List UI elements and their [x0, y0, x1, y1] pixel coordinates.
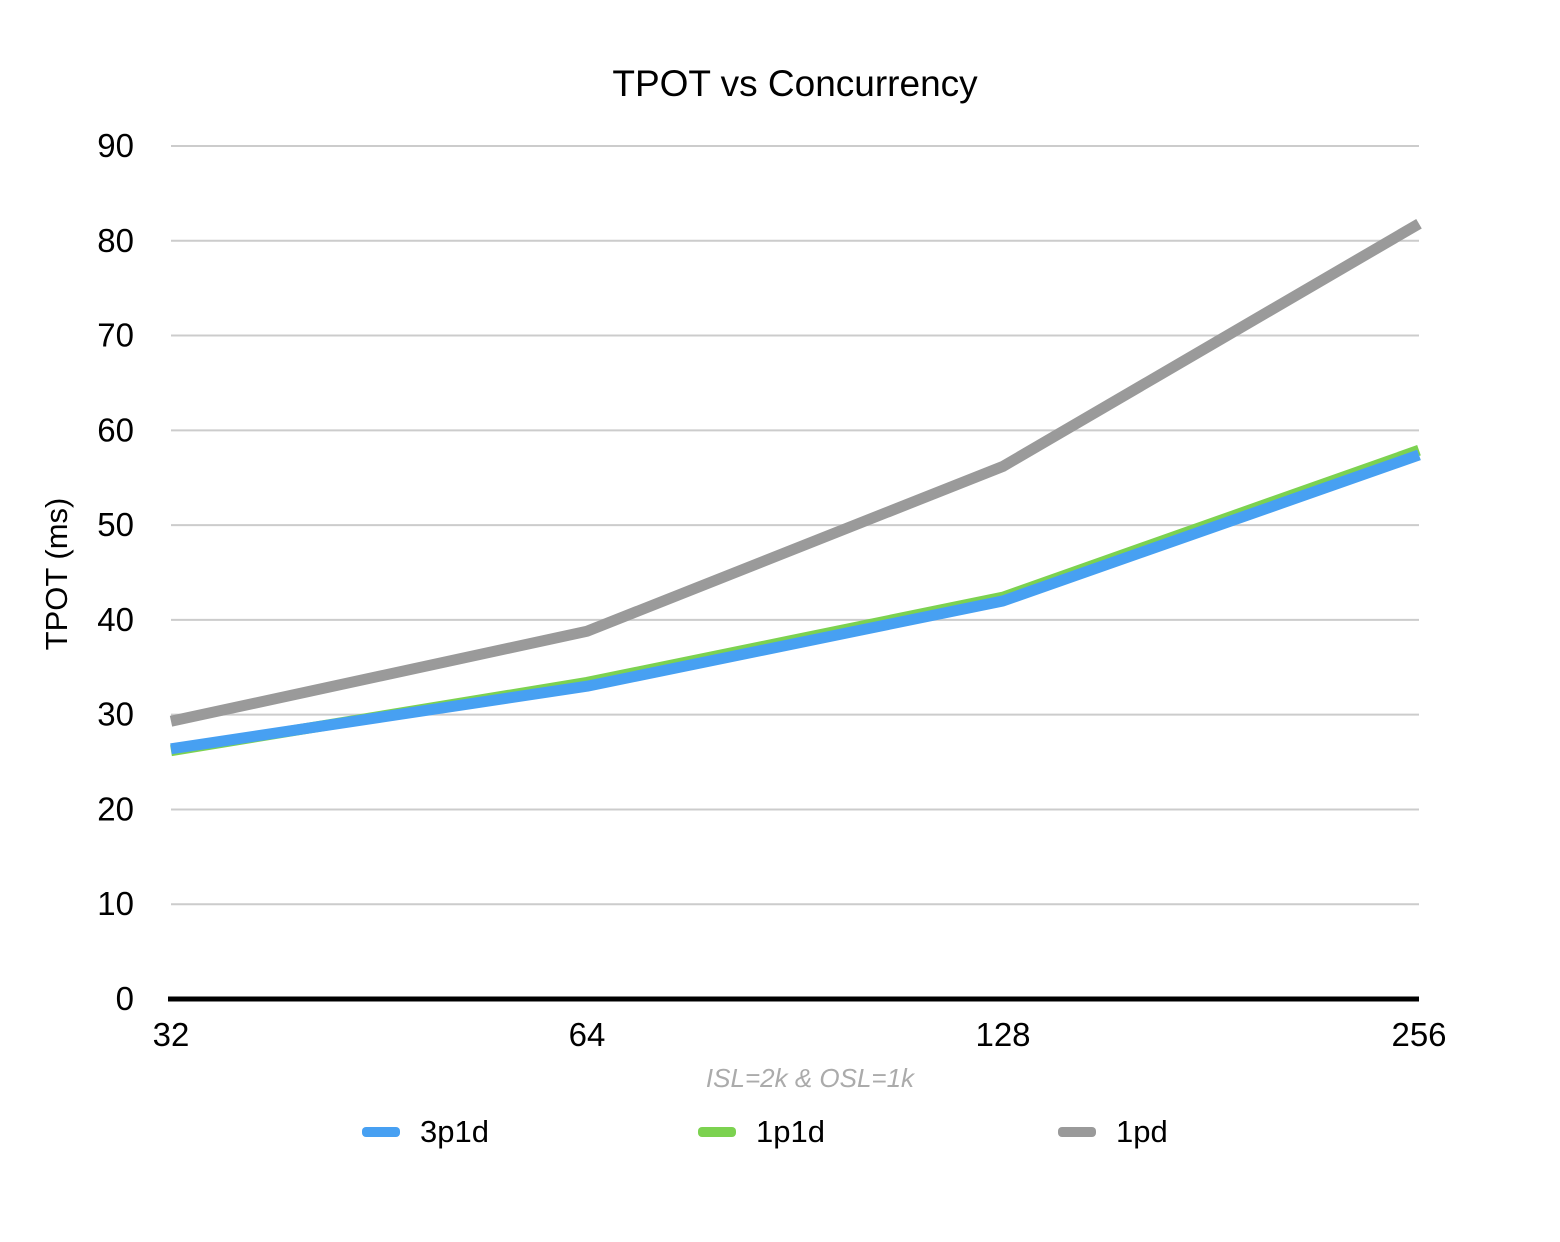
- y-tick-label-70: 70: [97, 317, 134, 354]
- legend-swatch-3p1d-icon: [362, 1127, 400, 1137]
- y-tick-label-0: 0: [116, 980, 134, 1017]
- legend-swatch-1p1d-icon: [698, 1127, 736, 1137]
- y-tick-label-20: 20: [97, 790, 134, 827]
- series-line-1pd: [169, 218, 1422, 727]
- y-tick-label-40: 40: [97, 601, 134, 638]
- x-tick-label-256: 256: [1391, 1016, 1446, 1053]
- x-tick-label-64: 64: [569, 1016, 606, 1053]
- legend-item-1p1d: 1p1d: [698, 1112, 825, 1152]
- y-tick-label-10: 10: [97, 885, 134, 922]
- x-tick-label-128: 128: [975, 1016, 1030, 1053]
- y-tick-label-90: 90: [97, 127, 134, 164]
- chart-title: TPOT vs Concurrency: [612, 63, 978, 104]
- series-line-3p1d: [170, 449, 1421, 755]
- legend-swatch-1pd-icon: [1058, 1127, 1096, 1137]
- y-tick-label-50: 50: [97, 506, 134, 543]
- series-line-1p1d: [170, 445, 1421, 757]
- x-axis-subtitle: ISL=2k & OSL=1k: [705, 1063, 915, 1093]
- y-tick-label-80: 80: [97, 222, 134, 259]
- legend-label-1p1d: 1p1d: [756, 1114, 825, 1149]
- y-tick-label-30: 30: [97, 696, 134, 733]
- legend-item-3p1d: 3p1d: [362, 1112, 489, 1152]
- y-tick-label-60: 60: [97, 411, 134, 448]
- legend-item-1pd: 1pd: [1058, 1112, 1168, 1152]
- x-tick-label-32: 32: [153, 1016, 190, 1053]
- legend-label-3p1d: 3p1d: [420, 1114, 489, 1149]
- legend-label-1pd: 1pd: [1116, 1114, 1168, 1149]
